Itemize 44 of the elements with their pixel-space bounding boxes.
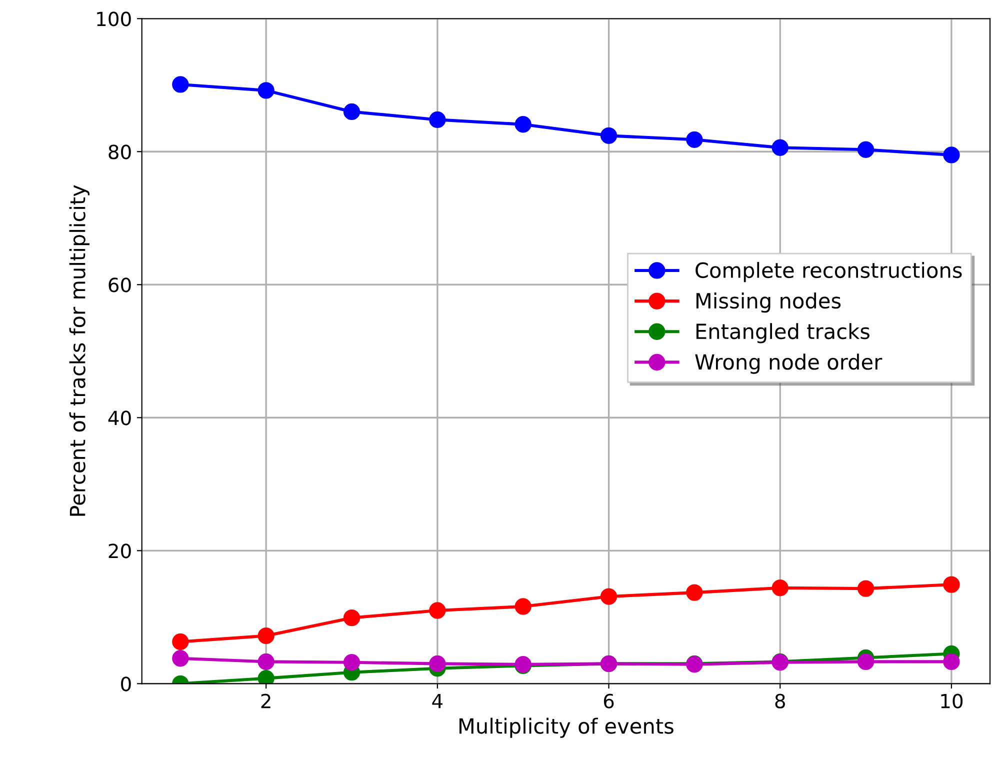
point [172, 76, 189, 93]
point [686, 584, 703, 601]
point [172, 633, 189, 650]
point [943, 653, 960, 670]
x-tick-label: 8 [775, 694, 785, 708]
point [172, 650, 189, 667]
point [429, 111, 446, 128]
x-tick-label: 2 [261, 694, 270, 708]
legend-label: Missing nodes [696, 292, 841, 313]
x-tick-label: 10 [941, 694, 963, 708]
x-tick-label: 6 [604, 694, 614, 708]
legend-label: Complete reconstructions [696, 262, 962, 282]
point [772, 580, 788, 596]
point [343, 654, 360, 671]
legend-label: Wrong node order [695, 354, 882, 374]
y-tick-label: 60 [108, 278, 131, 292]
point [429, 602, 446, 619]
point [943, 576, 960, 593]
y-tick-label: 80 [108, 144, 131, 160]
point [514, 116, 532, 133]
point [943, 146, 960, 164]
legend-label: Entangled tracks [696, 323, 870, 344]
point [343, 103, 360, 120]
y-tick-label: 100 [97, 12, 131, 26]
point [857, 580, 874, 597]
point [857, 141, 874, 158]
point [857, 653, 874, 670]
point [772, 139, 788, 156]
y-tick-label: 0 [121, 676, 131, 692]
y-tick-label: 20 [108, 544, 131, 558]
y-axis-title: Percent of tracks for multiplicity [69, 185, 90, 516]
point [343, 609, 360, 626]
x-axis-title: Multiplicity of events [459, 718, 674, 738]
y-tick-label: 40 [108, 410, 131, 426]
point [258, 653, 274, 670]
point [258, 670, 274, 684]
point [686, 131, 703, 148]
point [429, 655, 446, 672]
point [600, 588, 618, 605]
point [600, 127, 618, 144]
x-tick-label: 4 [432, 694, 443, 708]
point [514, 598, 532, 615]
point [258, 627, 274, 644]
point [258, 82, 274, 99]
